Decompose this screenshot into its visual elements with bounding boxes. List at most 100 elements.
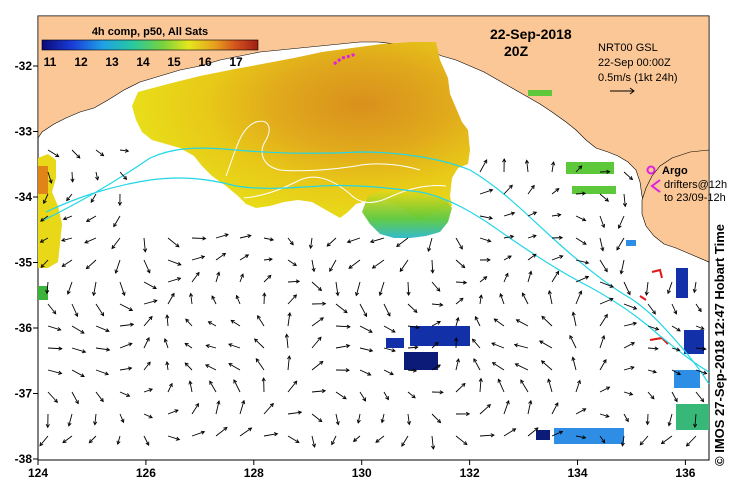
current-arrow-head (499, 293, 504, 298)
current-arrow-icon (119, 281, 125, 296)
current-arrow-head (67, 422, 72, 427)
current-arrow-icon (671, 347, 680, 351)
current-arrow-icon (191, 272, 200, 283)
current-arrow-head (129, 322, 135, 327)
current-arrow-head (114, 269, 119, 274)
argo-track-1 (333, 52, 357, 66)
sst-patch-coast-3 (554, 428, 624, 444)
current-arrow-icon (71, 369, 85, 377)
current-arrow-icon (311, 435, 316, 448)
current-arrow-icon (119, 149, 129, 152)
current-arrow-head (528, 270, 533, 275)
current-arrow-icon (575, 259, 589, 264)
current-arrow-icon (431, 413, 441, 423)
current-arrow-head (335, 291, 340, 297)
current-arrow-icon (167, 277, 181, 283)
current-arrow-icon (310, 237, 313, 249)
current-arrow-head (652, 369, 657, 374)
current-arrow-icon (475, 316, 481, 327)
current-arrow-head (80, 373, 85, 378)
current-arrow-icon (311, 317, 324, 327)
current-arrow-head (61, 237, 66, 242)
current-arrow-icon (335, 345, 350, 349)
current-arrow-head (185, 318, 190, 323)
current-arrow-head (655, 326, 660, 331)
current-arrow-icon (623, 193, 626, 207)
current-arrow-head (184, 362, 189, 367)
argo-track-2 (650, 179, 661, 193)
sst-patch-blue-2 (404, 352, 438, 370)
colorbar-tick-label: 13 (105, 55, 119, 69)
current-arrow-icon (661, 435, 673, 444)
current-arrow-icon (473, 358, 481, 371)
current-arrow-head (368, 348, 374, 353)
current-arrow-icon (503, 273, 509, 283)
current-arrow-icon (527, 400, 532, 415)
current-arrow-icon (331, 435, 337, 445)
current-arrow-head (233, 379, 238, 384)
current-arrow-head (510, 211, 516, 216)
current-arrow-icon (479, 215, 493, 219)
current-arrow-icon (239, 274, 244, 283)
current-arrow-head (455, 358, 460, 363)
current-arrow-icon (516, 319, 529, 327)
current-arrow-head (331, 441, 335, 446)
current-arrow-icon (143, 300, 157, 305)
current-arrow-head (111, 244, 116, 250)
current-arrow-head (406, 421, 412, 426)
current-arrow-head (176, 277, 182, 282)
current-arrow-head (317, 286, 323, 292)
current-arrow-head (507, 255, 512, 260)
current-arrow-icon (71, 391, 79, 404)
current-arrow-head (396, 243, 401, 247)
colorbar-tick-label: 14 (136, 55, 150, 69)
current-arrow-icon (39, 435, 49, 446)
current-arrow-head (113, 223, 118, 228)
current-arrow-head (478, 377, 483, 382)
current-arrow-icon (668, 413, 673, 426)
current-arrow-head (628, 176, 634, 181)
current-arrow-icon (47, 369, 62, 374)
current-arrow-icon (575, 435, 586, 439)
current-arrow-head (391, 328, 396, 333)
current-arrow-head (604, 313, 608, 319)
current-arrow-head (168, 382, 173, 388)
current-arrow-icon (95, 171, 99, 180)
current-arrow-icon (623, 413, 629, 422)
current-arrow-icon (40, 215, 49, 222)
current-arrow-icon (575, 192, 586, 195)
current-arrow-head (145, 441, 150, 446)
map-date: 22-Sep-2018 (490, 26, 572, 42)
y-tick-label: -37 (15, 387, 33, 401)
current-arrow-icon (527, 185, 535, 195)
current-arrow-head (85, 265, 90, 270)
current-arrow-icon (66, 193, 73, 201)
current-arrow-icon (427, 237, 433, 252)
current-arrow-head (487, 238, 492, 243)
current-arrow-icon (647, 369, 657, 373)
current-arrow-icon (547, 379, 553, 393)
current-arrow-head (604, 197, 610, 202)
current-arrow-head (267, 274, 272, 279)
current-arrow-head (461, 264, 466, 269)
current-arrow-head (427, 247, 432, 252)
current-arrow-head (540, 360, 546, 365)
current-arrow-head (319, 360, 324, 365)
sst-patch-main (132, 42, 470, 220)
current-arrow-head (609, 284, 614, 288)
current-arrow-head (105, 328, 110, 333)
current-arrow-head (413, 308, 418, 314)
current-arrow-icon (455, 383, 466, 393)
current-arrow-head (412, 368, 418, 373)
current-arrow-icon (551, 271, 559, 283)
current-arrow-head (117, 201, 122, 207)
current-arrow-icon (287, 259, 297, 266)
current-arrow-head (75, 400, 79, 405)
argo-marker-icon (646, 165, 656, 175)
current-arrow-head (345, 344, 351, 349)
current-arrow-head (667, 422, 672, 427)
current-arrow-head (40, 263, 45, 269)
current-arrow-icon (551, 255, 563, 261)
x-axis-ticks: 124 126 128 130 132 134 136 (28, 460, 696, 480)
current-arrow-icon (479, 434, 494, 437)
